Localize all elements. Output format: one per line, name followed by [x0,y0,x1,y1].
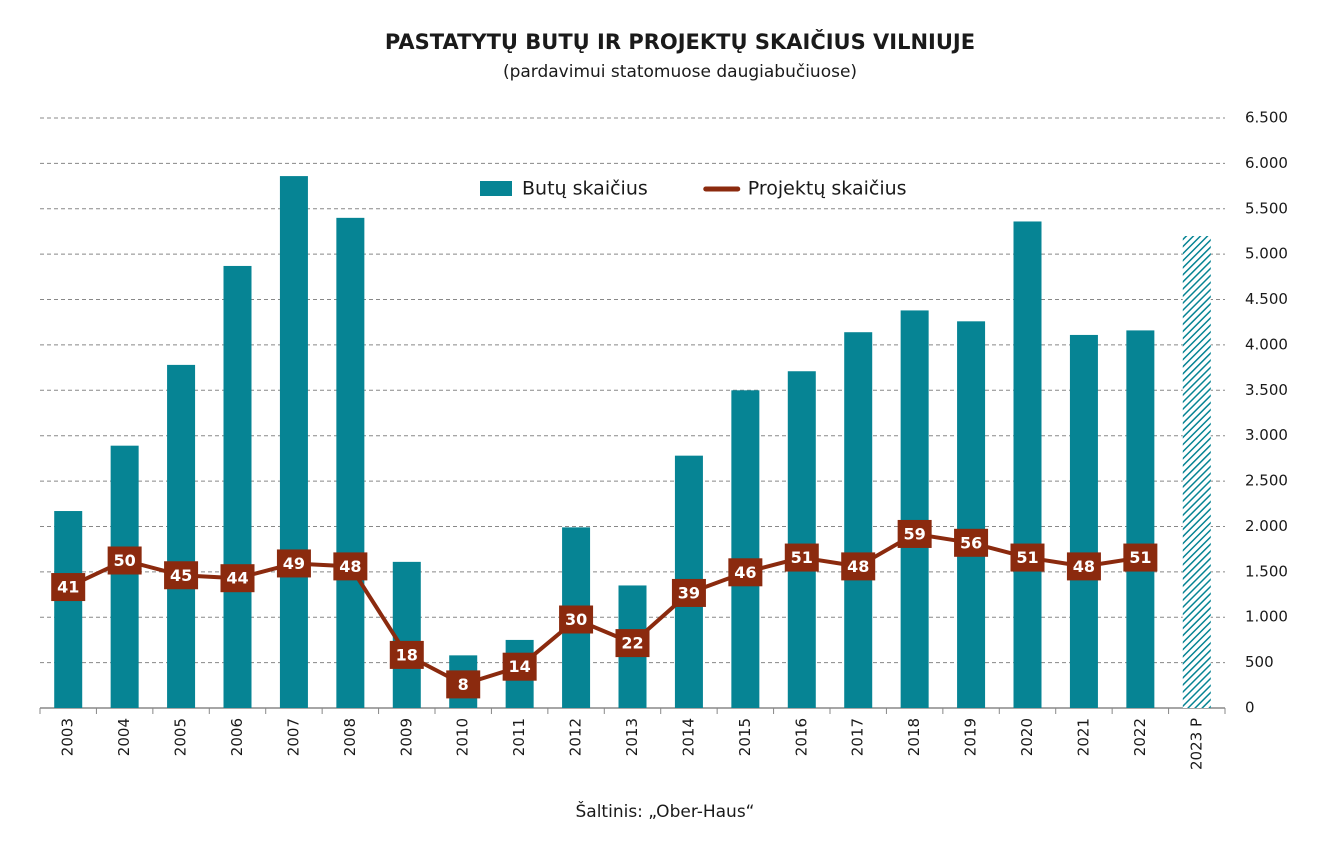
point-marker [389,640,424,669]
x-tick-label: 2019 [962,718,980,756]
legend-label: Butų skaičius [522,178,648,200]
x-tick-label: 2008 [341,718,359,756]
point-marker [333,552,368,581]
point-marker [559,605,594,634]
bar [900,310,929,708]
bar [392,561,421,708]
bar [957,321,986,708]
data-label: 39 [678,583,700,602]
point-marker [502,652,537,681]
y-tick-label: 2.000 [1245,517,1288,535]
point-marker [841,552,876,581]
data-label: 49 [283,554,305,573]
point-marker [784,543,819,572]
x-tick-label: 2021 [1074,718,1092,756]
data-label: 51 [1129,548,1151,567]
x-tick-label: 2018 [905,718,923,756]
point-marker [954,528,989,557]
x-tick-label: 2006 [228,718,246,756]
bar [1069,334,1098,708]
y-tick-label: 6.500 [1245,109,1288,127]
bar [223,265,252,708]
bar [110,445,139,708]
bar [787,371,816,708]
data-label: 41 [57,578,79,597]
bar [731,390,760,708]
x-tick-label: 2007 [284,718,302,756]
point-marker [615,629,650,658]
y-tick-label: 1.000 [1245,608,1288,626]
bar [336,217,365,708]
bar [1013,221,1042,708]
x-tick-label: 2005 [172,718,190,756]
y-tick-label: 0 [1245,699,1255,717]
point-marker [276,549,311,578]
x-tick-label: 2023 P [1187,718,1205,770]
y-tick-label: 4.000 [1245,335,1288,353]
y-tick-label: 4.500 [1245,290,1288,308]
bar [1126,330,1155,708]
data-label: 59 [904,524,926,543]
data-label: 48 [339,557,361,576]
point-marker [446,670,481,699]
x-tick-label: 2011 [510,718,528,756]
y-tick-label: 3.500 [1245,381,1288,399]
bar [54,511,83,708]
point-marker [728,558,763,587]
x-tick-label: 2009 [397,718,415,756]
bar [279,176,308,709]
source: Šaltinis: „Ober-Haus“ [576,800,755,822]
y-tick-label: 6.000 [1245,154,1288,172]
data-label: 46 [734,563,756,582]
data-label: 51 [1016,548,1038,567]
y-tick-label: 5.500 [1245,199,1288,217]
data-label: 44 [226,569,248,588]
data-label: 45 [170,566,192,585]
x-tick-label: 2003 [59,718,77,756]
data-label: 14 [509,657,531,676]
x-tick-label: 2014 [679,718,697,756]
legend-label: Projektų skaičius [748,178,907,200]
y-tick-label: 5.000 [1245,245,1288,263]
data-label: 22 [621,634,643,653]
data-label: 8 [458,675,469,694]
point-marker [1123,543,1158,572]
point-marker [51,573,86,602]
chart-title: PASTATYTŲ BUTŲ IR PROJEKTŲ SKAIČIUS VILN… [385,29,975,54]
x-tick-label: 2012 [567,718,585,756]
point-marker [897,519,932,548]
data-label: 48 [847,557,869,576]
x-tick-label: 2022 [1131,718,1149,756]
legend-swatch [480,181,512,196]
data-label: 51 [791,548,813,567]
data-label: 30 [565,610,587,629]
x-tick-label: 2004 [115,718,133,756]
y-tick-label: 1.500 [1245,562,1288,580]
bar [1182,236,1211,708]
data-label: 18 [396,645,418,664]
point-marker [220,564,255,593]
x-tick-label: 2016 [792,718,810,756]
bar [167,364,196,708]
x-tick-label: 2013 [623,718,641,756]
x-tick-label: 2015 [736,718,754,756]
point-marker [671,578,706,607]
point-marker [107,546,142,575]
x-tick-label: 2017 [849,718,867,756]
point-marker [1066,552,1101,581]
point-marker [1010,543,1045,572]
chart-subtitle: (pardavimui statomuose daugiabučiuose) [503,62,857,82]
bar [844,332,873,708]
x-tick-label: 2010 [454,718,472,756]
x-tick-label: 2020 [1018,718,1036,756]
y-tick-label: 500 [1245,653,1274,671]
y-tick-label: 2.500 [1245,472,1288,490]
data-label: 56 [960,533,982,552]
y-tick-label: 3.000 [1245,426,1288,444]
data-label: 50 [114,551,136,570]
point-marker [164,561,199,590]
data-label: 48 [1073,557,1095,576]
